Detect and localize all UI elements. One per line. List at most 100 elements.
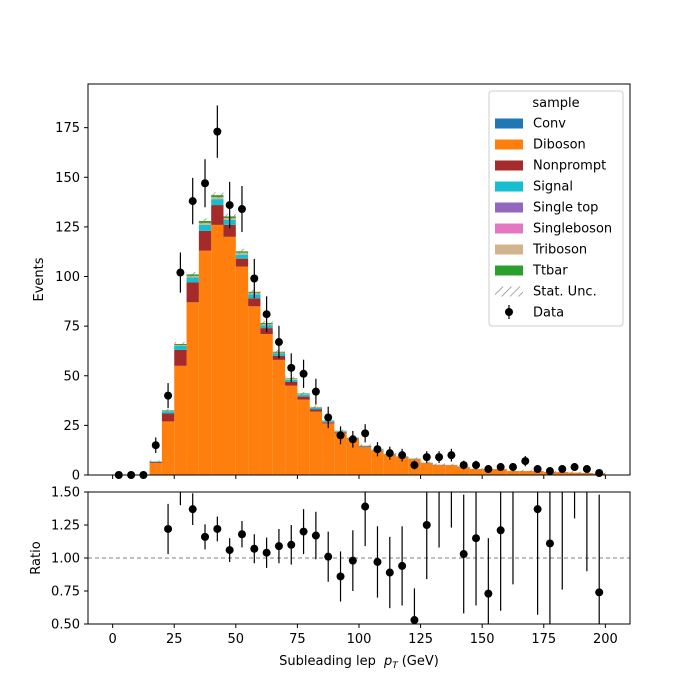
bar-diboson — [359, 447, 372, 475]
stat-unc-bin — [149, 460, 162, 463]
bar-diboson — [445, 465, 458, 475]
ratio-point — [250, 544, 259, 553]
bar-diboson — [322, 423, 335, 475]
x-tick-label: 125 — [408, 632, 433, 647]
data-point — [373, 445, 382, 454]
bar-diboson — [420, 463, 433, 475]
bar-diboson — [556, 472, 569, 475]
stat-unc-bin — [161, 408, 175, 412]
legend-entries: Conv Diboson Nonprompt Signal Single top Sing… — [495, 117, 612, 321]
stat-unc-bin — [445, 463, 458, 467]
data-point — [176, 268, 185, 277]
ratio-point — [213, 524, 222, 533]
bar-diboson — [469, 469, 483, 475]
data-point — [262, 310, 271, 319]
x-tick-label: 175 — [531, 632, 556, 647]
x-axis-label-subscript: T — [392, 661, 399, 671]
bar-diboson — [272, 359, 286, 475]
ratio-point — [545, 539, 554, 548]
bar-diboson — [198, 250, 212, 475]
data-point — [348, 435, 357, 444]
data-point — [311, 387, 320, 396]
x-axis-label-main: Subleading lep — [279, 654, 376, 669]
y-tick-label: 150 — [55, 171, 80, 186]
x-tick-label: 200 — [593, 632, 618, 647]
ratio-point — [361, 502, 370, 511]
stat-unc-bin — [198, 218, 212, 224]
bar-nonprompt — [235, 258, 249, 267]
bar-nonprompt — [198, 230, 212, 251]
stat-unc-bin — [408, 457, 421, 460]
main-x-ticks — [112, 475, 606, 479]
legend-title: sample — [532, 96, 579, 111]
ratio-point — [164, 524, 173, 533]
ratio-point — [274, 542, 283, 551]
y-tick-label: 0 — [72, 469, 80, 484]
bar-diboson — [235, 266, 249, 475]
ratio-points — [164, 492, 604, 624]
y-tick-label: 125 — [55, 220, 80, 235]
bar-diboson — [161, 421, 175, 475]
data-points — [114, 105, 604, 479]
bar-nonprompt — [285, 381, 298, 386]
data-point — [188, 197, 197, 206]
legend-swatch-signal — [495, 181, 523, 192]
data-point — [570, 463, 579, 472]
ratio-point — [373, 557, 382, 566]
legend-label: Conv — [533, 117, 566, 132]
y-tick-label: 100 — [55, 270, 80, 285]
data-point — [250, 274, 259, 283]
legend-swatch-nonprompt — [495, 160, 523, 171]
data-point — [533, 465, 542, 474]
data-point — [435, 453, 444, 462]
stat-unc-bin — [186, 271, 199, 277]
stat-unc-bin — [359, 444, 372, 447]
ratio-point — [201, 532, 210, 541]
legend-label: Triboson — [532, 243, 587, 258]
data-point — [237, 205, 246, 214]
data-point — [225, 201, 234, 210]
ratio-y-tick-label: 0.50 — [51, 618, 80, 633]
main-panel: 0 25 50 75 100 125 150 175 Events sample Conv Di… — [32, 83, 631, 484]
stacked-bars — [149, 195, 606, 475]
ratio-point — [496, 526, 505, 535]
y-tick-label: 75 — [63, 320, 80, 335]
stat-unc-bin — [568, 471, 581, 474]
bar-diboson — [223, 236, 236, 475]
data-point — [151, 441, 160, 450]
bar-signal — [211, 199, 224, 206]
ratio-point — [324, 552, 333, 561]
x-tick-label: 0 — [108, 632, 116, 647]
ratio-point — [336, 572, 345, 581]
data-point — [287, 363, 296, 372]
data-point — [496, 463, 505, 472]
x-axis-label: Subleading lep pT (GeV) — [279, 654, 439, 671]
data-point — [484, 465, 493, 474]
bar-signal — [186, 277, 199, 283]
ratio-point — [533, 505, 542, 514]
bar-diboson — [211, 224, 224, 475]
y-tick-label: 25 — [63, 419, 80, 434]
data-point — [201, 179, 210, 188]
bar-diboson — [346, 439, 359, 475]
bar-diboson — [371, 451, 384, 475]
bar-diboson — [149, 463, 162, 475]
ratio-point — [188, 505, 197, 514]
bar-signal — [309, 407, 323, 410]
legend-label: Nonprompt — [533, 159, 606, 174]
bar-signal — [297, 394, 310, 397]
data-point — [447, 451, 456, 460]
x-tick-label: 75 — [289, 632, 306, 647]
bar-nonprompt — [309, 409, 323, 412]
stat-unc-bin — [211, 192, 224, 198]
legend: sample Conv Diboson Nonprompt Signal Single … — [488, 90, 624, 327]
ratio-point — [398, 561, 407, 570]
bar-diboson — [395, 457, 409, 475]
ratio-point — [262, 548, 271, 557]
main-y-axis-label: Events — [32, 257, 47, 301]
legend-swatch-ttbar — [495, 265, 523, 276]
bar-diboson — [506, 471, 520, 475]
bar-nonprompt — [211, 205, 224, 225]
stat-unc-bin — [432, 463, 446, 466]
y-tick-label: 175 — [55, 121, 80, 136]
